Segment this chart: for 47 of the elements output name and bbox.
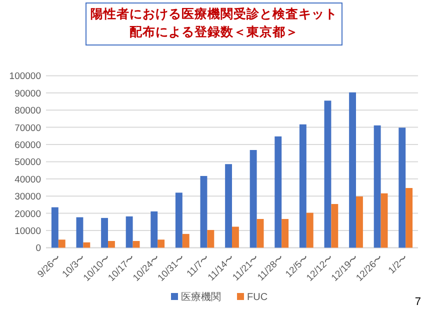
legend-label: 医療機関 [181, 291, 221, 303]
chart-title: 陽性者における医療機関受診と検査キット配布による登録数＜東京都＞ [90, 6, 338, 39]
bar [126, 216, 133, 248]
y-tick-label: 0 [36, 243, 41, 254]
y-tick-label: 100000 [9, 71, 41, 82]
y-tick-label: 90000 [14, 88, 41, 100]
bar [398, 128, 406, 248]
bar [380, 193, 388, 248]
x-tick-label: 1/2〜 [386, 252, 411, 276]
x-tick-label: 9/26〜 [36, 252, 64, 280]
bar [331, 204, 338, 248]
bar [250, 150, 257, 248]
bar [374, 125, 381, 248]
bar [225, 164, 232, 248]
bar [306, 212, 314, 248]
bar [51, 207, 58, 248]
bar [406, 188, 413, 248]
bar [150, 211, 158, 248]
bar [158, 240, 165, 248]
bar [356, 196, 363, 248]
legend-label: FUC [247, 292, 268, 303]
bar [76, 217, 84, 248]
bar [232, 226, 239, 248]
bar [282, 218, 289, 248]
bar [349, 92, 356, 248]
bar [108, 240, 115, 248]
y-tick-label: 20000 [14, 208, 41, 220]
bar [101, 218, 108, 248]
y-tick-label: 60000 [14, 140, 41, 151]
text: 7 [414, 296, 421, 308]
y-tick-label: 40000 [14, 174, 41, 186]
bar [256, 218, 264, 248]
y-tick-label: 50000 [14, 157, 41, 168]
bar [175, 192, 182, 248]
y-tick-label: 30000 [14, 192, 41, 203]
bar [58, 240, 66, 248]
bar [200, 176, 208, 248]
bar [132, 240, 140, 248]
y-tick-label: 10000 [14, 226, 41, 237]
bar [324, 100, 332, 248]
bar [207, 230, 214, 248]
y-tick-label: 80000 [14, 106, 41, 117]
bar [182, 234, 190, 248]
bar [274, 136, 282, 248]
bar [299, 124, 306, 248]
y-tick-label: 70000 [14, 122, 41, 134]
bar [83, 242, 90, 248]
